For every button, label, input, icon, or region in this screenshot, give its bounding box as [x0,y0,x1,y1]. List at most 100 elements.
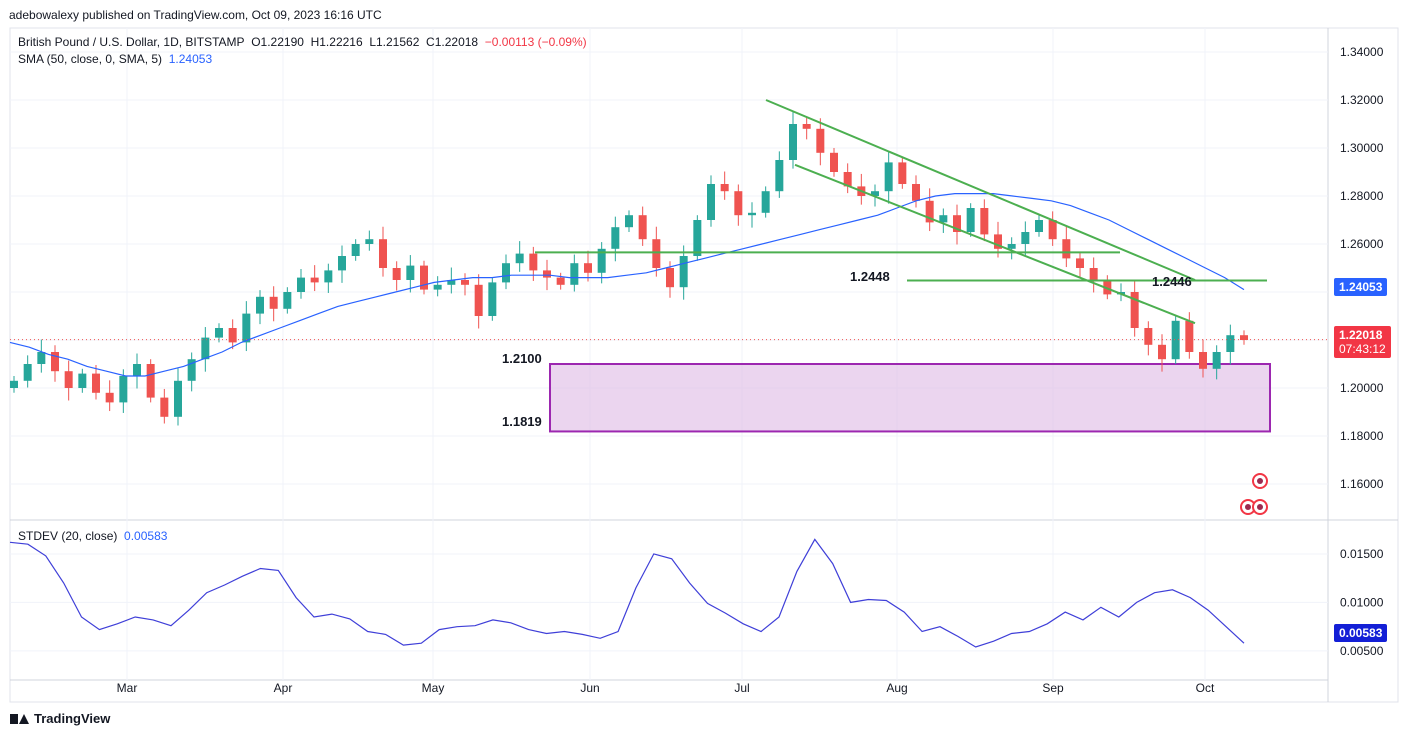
candle-body [584,263,592,273]
candle [748,202,756,228]
candle-body [379,239,387,268]
candle-body [1144,328,1153,345]
candle [939,208,948,233]
candle-body [146,364,155,398]
candle-body [707,184,715,220]
footer-brand: TradingView [34,711,111,726]
candle [720,171,729,200]
candle [679,245,688,300]
candle-body [51,352,59,372]
candle [584,250,592,282]
candle [283,287,292,314]
channel-upper-trendline [765,99,1196,281]
stdev-y-tick-label: 0.01000 [1340,595,1384,609]
candle [1158,334,1166,372]
candle [775,151,784,198]
symbol-name: British Pound / U.S. Dollar, 1D, BITSTAM… [18,35,245,49]
candle [64,360,73,401]
x-tick-label: Oct [1196,681,1215,695]
candle [625,210,633,232]
candle-body [898,162,907,184]
candle [406,255,415,293]
candle-body [1199,352,1207,369]
candle-body [830,152,838,172]
y-tick-label: 1.30000 [1340,141,1384,155]
candle [105,380,114,412]
candle [37,339,46,373]
stdev-line [9,538,1245,648]
y-tick-label: 1.26000 [1340,237,1384,251]
x-tick-label: Sep [1042,681,1064,695]
candle [1048,211,1057,246]
stdev-legend[interactable]: STDEV (20, close) 0.00583 [18,529,167,543]
candle-body [652,239,661,268]
candle-body [392,268,401,280]
candle-body [953,215,961,232]
candle [420,260,428,295]
candle [133,353,141,389]
candle-body [597,248,606,273]
candle-body [570,263,579,285]
candle [392,261,401,291]
x-tick-label: Mar [117,681,138,695]
us-flag-icon[interactable] [1252,499,1268,515]
candle-body [64,371,73,388]
candle [119,369,128,413]
candle-body [939,215,948,223]
sma-line [9,193,1245,377]
candle [1103,275,1112,300]
candle [1144,321,1153,356]
y-tick-label: 1.28000 [1340,189,1384,203]
level-label-1-2448: 1.2448 [850,269,890,284]
candle [160,388,169,424]
candle [256,290,264,325]
candle [433,276,442,297]
candle-body [297,277,305,292]
candle-body [365,239,374,244]
candle-body [1035,220,1043,232]
candle [1212,345,1221,380]
uk-flag-icon[interactable] [1252,473,1268,489]
candle [638,206,647,246]
candle-body [816,128,825,153]
candle [734,184,743,226]
candle-body [119,376,128,403]
candle [789,111,797,169]
candle [693,215,702,261]
chart-frame [9,27,1399,703]
candle-body [1171,320,1180,360]
stdev-y-tick-label: 0.00500 [1340,644,1384,658]
candle-body [761,191,770,213]
candle-body [1130,292,1139,328]
y-tick-label: 1.20000 [1340,381,1384,395]
y-tick-label: 1.18000 [1340,429,1384,443]
candle-body [529,253,538,271]
candle-body [980,208,989,235]
stdev-price-tag: 0.00583 [1334,624,1388,642]
candle-body [802,124,811,129]
level-label-1-2446: 1.2446 [1152,274,1192,289]
candle [707,175,715,227]
candle-body [502,263,510,283]
candle-body [1076,258,1084,268]
candle [1199,339,1207,378]
sma-legend[interactable]: SMA (50, close, 0, SMA, 5) 1.24053 [18,52,212,66]
candle-body [474,284,483,316]
candle-body [406,265,415,280]
candle-body [461,280,469,285]
candle [51,345,59,382]
tradingview-footer[interactable]: TradingView [10,711,110,726]
candle-body [611,227,620,249]
candle-body [693,220,702,256]
candle-body [1240,335,1248,340]
candle-body [789,124,797,160]
candle-body [1062,239,1071,259]
candle [365,230,374,251]
candle [802,117,811,140]
candle-body [666,268,674,288]
candle-body [10,380,18,388]
candle [324,263,333,293]
candle [966,203,975,237]
candle [201,327,210,372]
